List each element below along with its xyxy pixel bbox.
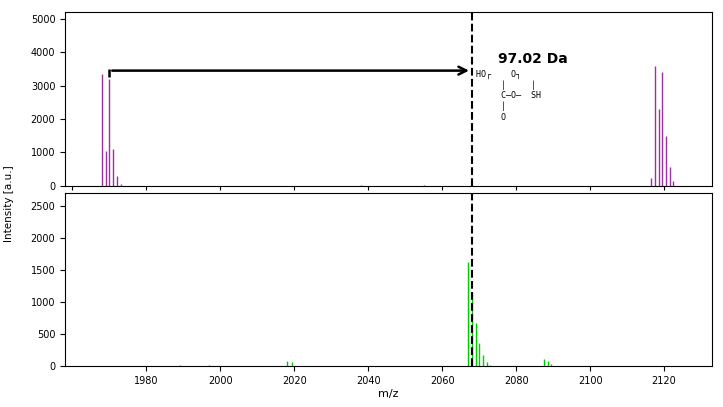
X-axis label: m/z: m/z bbox=[378, 389, 399, 399]
Text: HO┌    O┐
     │     │
     C─O─  SH
     │
     O: HO┌ O┐ │ │ C─O─ SH │ O bbox=[476, 70, 541, 122]
Text: Intensity [a.u.]: Intensity [a.u.] bbox=[4, 165, 14, 242]
Text: 97.02 Da: 97.02 Da bbox=[497, 52, 568, 66]
